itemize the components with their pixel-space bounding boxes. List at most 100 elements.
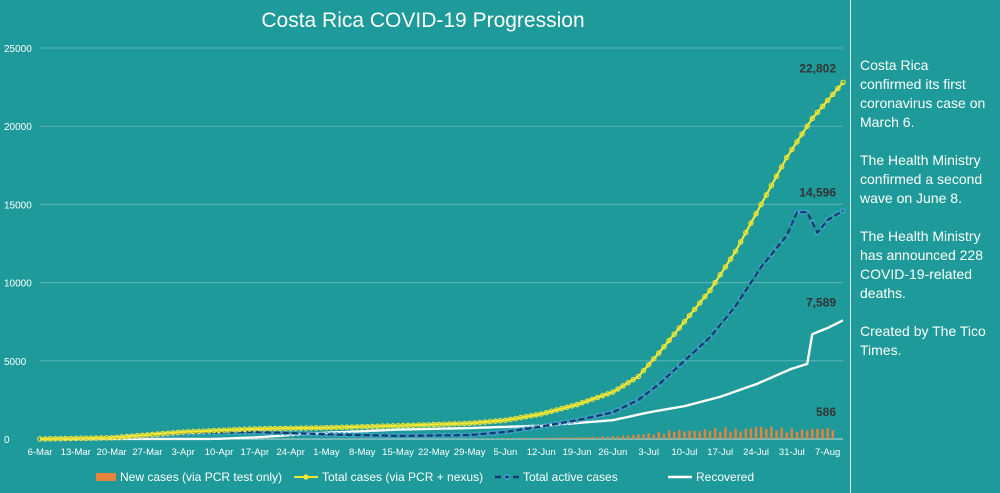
- new-cases-bar: [560, 437, 563, 439]
- total-cases-marker: [727, 256, 734, 262]
- total-cases-marker: [625, 379, 631, 386]
- total-cases-marker: [707, 287, 713, 294]
- active-cases-marker: [661, 376, 667, 383]
- active-cases-marker: [732, 303, 739, 309]
- active-cases-marker: [722, 315, 729, 322]
- x-tick-label: 13-Mar: [61, 447, 91, 458]
- legend-label: Total cases (via PCR + nexus): [322, 470, 483, 484]
- total-cases-marker: [789, 146, 795, 153]
- new-cases-bar: [770, 426, 773, 439]
- end-value-label: 7,589: [806, 295, 836, 309]
- x-tick-label: 24-Jul: [743, 447, 769, 458]
- legend-label: Recovered: [696, 470, 754, 484]
- active-cases-line: [39, 209, 844, 441]
- active-cases-marker: [768, 251, 775, 258]
- active-cases-marker: [778, 239, 785, 245]
- active-cases-marker: [748, 279, 754, 286]
- total-cases-marker: [681, 318, 688, 325]
- new-cases-bar: [504, 438, 507, 439]
- legend-marker-total-cases: [303, 474, 309, 480]
- active-cases-marker: [676, 362, 682, 369]
- total-cases-marker: [697, 300, 703, 306]
- total-cases-marker: [666, 337, 672, 344]
- total-cases-marker: [804, 123, 810, 129]
- chart-title: Costa Rica COVID-19 Progression: [261, 9, 584, 32]
- active-cases-marker: [763, 258, 769, 264]
- total-cases-marker: [691, 306, 698, 312]
- new-cases-bar: [759, 426, 763, 439]
- new-cases-bar: [550, 437, 553, 439]
- total-cases-marker: [686, 312, 693, 319]
- y-tick-label: 5000: [4, 357, 27, 368]
- x-tick-label: 7-Aug: [815, 447, 840, 458]
- x-tick-label: 17-Apr: [241, 447, 270, 458]
- new-cases-bar: [708, 431, 712, 439]
- total-cases-marker: [656, 350, 662, 356]
- x-tick-label: 17-Jul: [707, 447, 733, 458]
- new-cases-bar: [529, 438, 533, 439]
- side-notes-panel: Costa Rica confirmed its first coronavir…: [850, 0, 1000, 493]
- total-cases-line: [39, 81, 844, 441]
- active-cases-marker: [697, 344, 703, 350]
- new-cases-bar: [606, 437, 609, 439]
- new-cases-bar: [805, 430, 809, 439]
- new-cases-bar: [657, 432, 661, 439]
- active-cases-marker: [717, 322, 723, 328]
- total-cases-marker: [661, 343, 667, 350]
- total-cases-marker: [620, 383, 626, 389]
- new-cases-bar: [790, 428, 794, 439]
- total-cases-marker: [794, 139, 800, 145]
- total-cases-marker: [615, 386, 621, 392]
- new-cases-bar: [780, 427, 783, 439]
- new-cases-bar: [632, 435, 635, 439]
- new-cases-bar: [642, 434, 645, 439]
- active-cases-marker: [753, 272, 759, 278]
- new-cases-bar: [514, 438, 517, 439]
- new-cases-bar: [739, 431, 742, 439]
- new-cases-bar: [698, 431, 701, 439]
- x-tick-label: 3-Apr: [172, 447, 195, 458]
- new-cases-bar: [499, 438, 502, 439]
- new-cases-bar: [713, 428, 717, 439]
- recovered-line: [40, 319, 844, 441]
- new-cases-bar: [575, 437, 579, 439]
- total-cases-marker: [819, 103, 826, 110]
- active-cases-marker: [840, 208, 846, 214]
- new-cases-bar: [662, 434, 666, 439]
- y-tick-label: 0: [4, 435, 10, 446]
- new-cases-bar: [591, 436, 594, 439]
- new-cases-bar: [729, 431, 732, 439]
- new-cases-bar: [821, 429, 824, 439]
- new-cases-bar: [688, 430, 691, 439]
- active-cases-marker: [640, 393, 647, 399]
- x-tick-label: 10-Jul: [672, 447, 698, 458]
- new-cases-bar: [673, 431, 676, 439]
- x-tick-label: 27-Mar: [132, 447, 162, 458]
- total-cases-marker: [840, 79, 846, 86]
- new-cases-bar: [826, 428, 829, 439]
- y-tick-label: 25000: [4, 44, 32, 55]
- new-cases-bar: [611, 436, 615, 439]
- new-cases-bar: [744, 428, 748, 439]
- x-tick-label: 5-Jun: [494, 447, 518, 458]
- active-cases-marker: [651, 385, 657, 391]
- new-cases-bar: [785, 432, 788, 439]
- new-cases-bar: [647, 433, 650, 439]
- total-cases-marker: [676, 325, 683, 331]
- end-value-label: 14,596: [799, 186, 836, 200]
- new-cases-bar: [509, 438, 512, 439]
- total-cases-marker: [717, 272, 723, 278]
- new-cases-bar: [719, 431, 722, 439]
- new-cases-bar: [795, 431, 799, 439]
- new-cases-bar: [570, 437, 574, 439]
- total-cases-marker: [645, 361, 652, 368]
- x-tick-label: 19-Jun: [563, 447, 592, 458]
- active-cases-marker: [656, 381, 662, 387]
- new-cases-bar: [734, 428, 737, 439]
- x-tick-label: 24-Apr: [276, 447, 305, 458]
- total-cases-marker: [671, 331, 677, 337]
- new-cases-bar: [683, 431, 686, 439]
- x-tick-label: 6-Mar: [28, 447, 53, 458]
- new-cases-bar: [724, 427, 727, 439]
- x-tick-label: 31-Jul: [779, 447, 805, 458]
